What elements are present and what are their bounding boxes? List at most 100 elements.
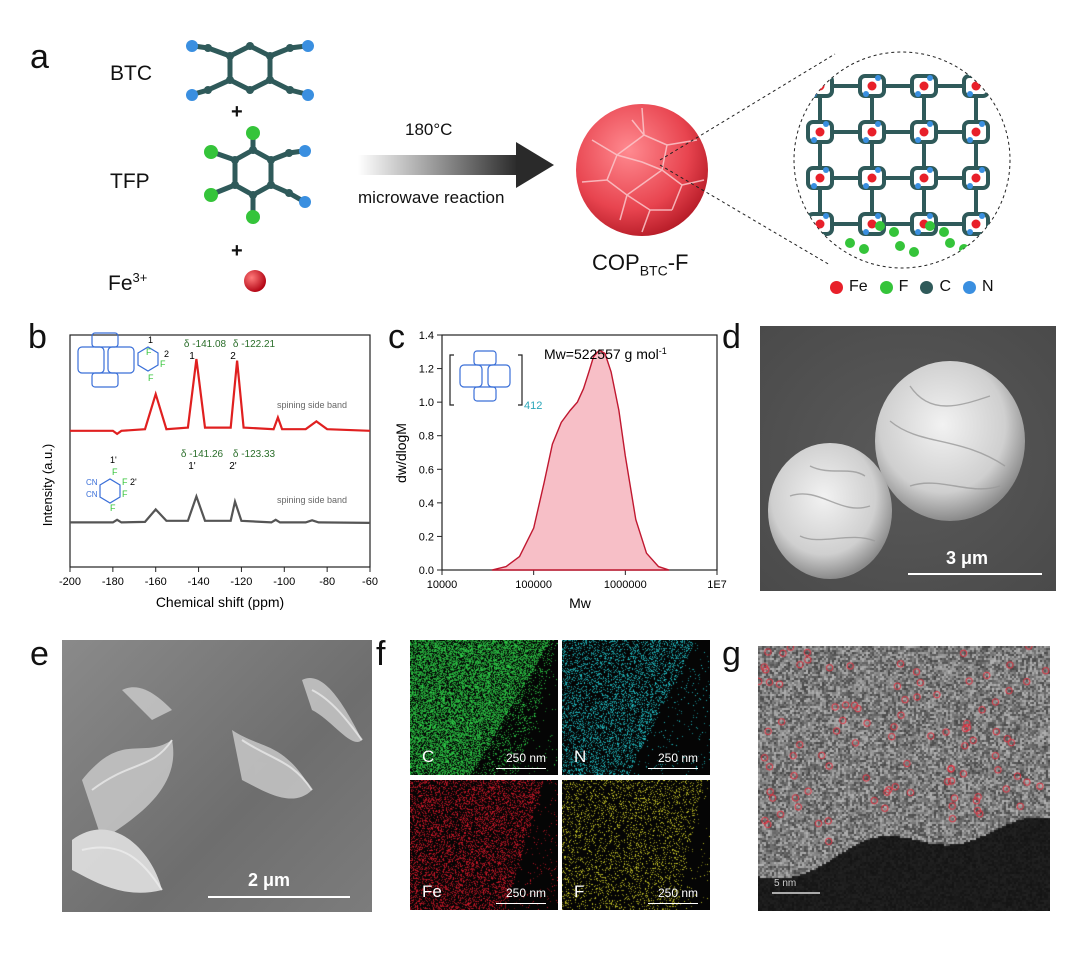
tfp-label: TFP [110, 170, 150, 193]
plus-1: + [231, 101, 243, 123]
fe3-base: Fe [108, 272, 133, 295]
legend-f-icon [879, 280, 893, 294]
eds-map-n-canvas [562, 640, 710, 775]
struct-bottom-f4: F [110, 503, 116, 513]
mw-label: Mw=522557 g mol-1 [544, 346, 667, 362]
eds-fe-scale-text: 250 nm [505, 886, 546, 900]
scale-bar-d [908, 573, 1042, 575]
nmr-xtick-label: -180 [102, 576, 124, 588]
struct-bottom-cn1: CN [86, 478, 98, 487]
peak-bottom-2-delta: δ -123.33 [233, 449, 276, 460]
haadf-canvas [758, 646, 1050, 911]
eds-c-scale-text: 250 nm [505, 751, 546, 765]
eds-n-scale-bar [648, 767, 698, 769]
gpc-ytick-label: 0.0 [419, 565, 434, 577]
nmr-series-top [70, 358, 371, 436]
zoom-lines [659, 53, 836, 266]
arrow-top-label: 180°C [405, 120, 453, 139]
peak-top-1-label: 1 [189, 351, 195, 362]
gpc-xlabel: Mw [569, 595, 592, 611]
peak-top-1-delta: δ -141.08 [184, 339, 227, 350]
eds-n-label: N [574, 747, 587, 766]
eds-map-n: N 250 nm [562, 640, 710, 775]
struct-top-f2: F [160, 359, 166, 369]
arrow-bottom-label: microwave reaction [358, 188, 505, 207]
repeat-label: 412 [524, 400, 542, 412]
gpc-ytick-label: 1.2 [419, 364, 434, 376]
struct-top-1: 1 [148, 335, 153, 345]
eds-map-f-canvas [562, 780, 710, 910]
fe-atom-icon [244, 270, 266, 292]
eds-map-c: C 250 nm [410, 640, 558, 775]
nmr-xtick-label: -140 [188, 576, 210, 588]
plus-2: + [231, 240, 243, 262]
gpc-xtick-label: 100000 [515, 579, 552, 591]
eds-fe-scale-bar [496, 902, 546, 904]
structure-bottom-icon [99, 478, 121, 504]
gpc-xtick-label: 10000 [427, 579, 458, 591]
legend-n-icon [963, 280, 977, 294]
panel-b-letter: b [28, 318, 47, 356]
product-sub: BTC [639, 262, 668, 279]
mw-label-sup: -1 [659, 346, 667, 356]
reaction-arrow-icon [358, 142, 554, 188]
eds-n-scale-text: 250 nm [657, 751, 698, 765]
eds-f-scale-text: 250 nm [657, 886, 698, 900]
eds-f-scale-bar [648, 902, 698, 904]
scale-text-g: 5 nm [774, 878, 797, 889]
eds-c-scale-bar [496, 767, 546, 769]
scale-bar-e [208, 896, 350, 898]
sem-flowers [768, 361, 1025, 579]
struct-bottom-f3: F [122, 489, 128, 499]
nmr-xtick-label: -80 [319, 576, 335, 588]
struct-bottom-cn2: CN [86, 490, 98, 499]
gpc-ytick-label: 0.2 [419, 531, 434, 543]
nmr-xtick-label: -120 [230, 576, 252, 588]
nmr-series-bottom [70, 493, 371, 524]
struct-top-f1: F [146, 347, 152, 357]
panel-f-letter: f [376, 635, 386, 673]
nmr-xtick-label: -200 [59, 576, 81, 588]
struct-top-f3: F [148, 373, 154, 383]
panel-c-letter: c [388, 318, 405, 356]
struct-bottom-f1: F [112, 467, 118, 477]
peak-bottom-1-label: 1' [188, 461, 196, 472]
gpc-xtick-label: 1000000 [604, 579, 647, 591]
legend-c: C [939, 278, 952, 295]
gpc-structure-icon [449, 350, 523, 406]
nmr-xtick-label: -160 [145, 576, 167, 588]
btc-molecule [186, 40, 314, 101]
peak-bottom-2-label: 2' [229, 461, 237, 472]
gpc-ytick-label: 0.6 [419, 464, 434, 476]
sem-image-e: 2 μm [62, 640, 372, 912]
nmr-xtick-label: -60 [362, 576, 378, 588]
panel-g-letter: g [722, 635, 741, 673]
gpc-ytick-label: 1.4 [419, 330, 434, 342]
product-suffix: -F [667, 250, 689, 275]
sem-image-d: 3 μm [760, 326, 1056, 591]
mw-label-text: Mw=522557 g mol [544, 346, 659, 362]
legend-c-icon [920, 280, 934, 294]
fe3-sup: 3+ [132, 270, 148, 285]
cop-network-zoom [793, 51, 1011, 269]
atom-legend: Fe F C N [830, 278, 994, 296]
sideband-label-top: spining side band [277, 400, 347, 410]
product-label: COPBTC-F [592, 250, 688, 278]
gpc-ytick-label: 1.0 [419, 397, 434, 409]
product-base: COP [592, 250, 640, 275]
gpc-area [491, 349, 670, 571]
scale-text-e: 2 μm [248, 870, 291, 890]
scale-text-d: 3 μm [946, 548, 989, 568]
eds-map-c-canvas [410, 640, 558, 775]
eds-c-label: C [422, 747, 435, 766]
struct-bottom-1: 1' [110, 455, 117, 465]
scale-bar-g [772, 892, 820, 894]
gpc-ytick-label: 0.8 [419, 431, 434, 443]
sem-sheets [72, 678, 363, 893]
struct-bottom-f2: F [122, 477, 128, 487]
eds-map-fe: Fe 250 nm [410, 780, 558, 910]
btc-label: BTC [110, 62, 152, 85]
legend-f: F [898, 278, 909, 295]
tfp-molecule [204, 126, 311, 224]
cop-flower-sphere [576, 104, 708, 236]
